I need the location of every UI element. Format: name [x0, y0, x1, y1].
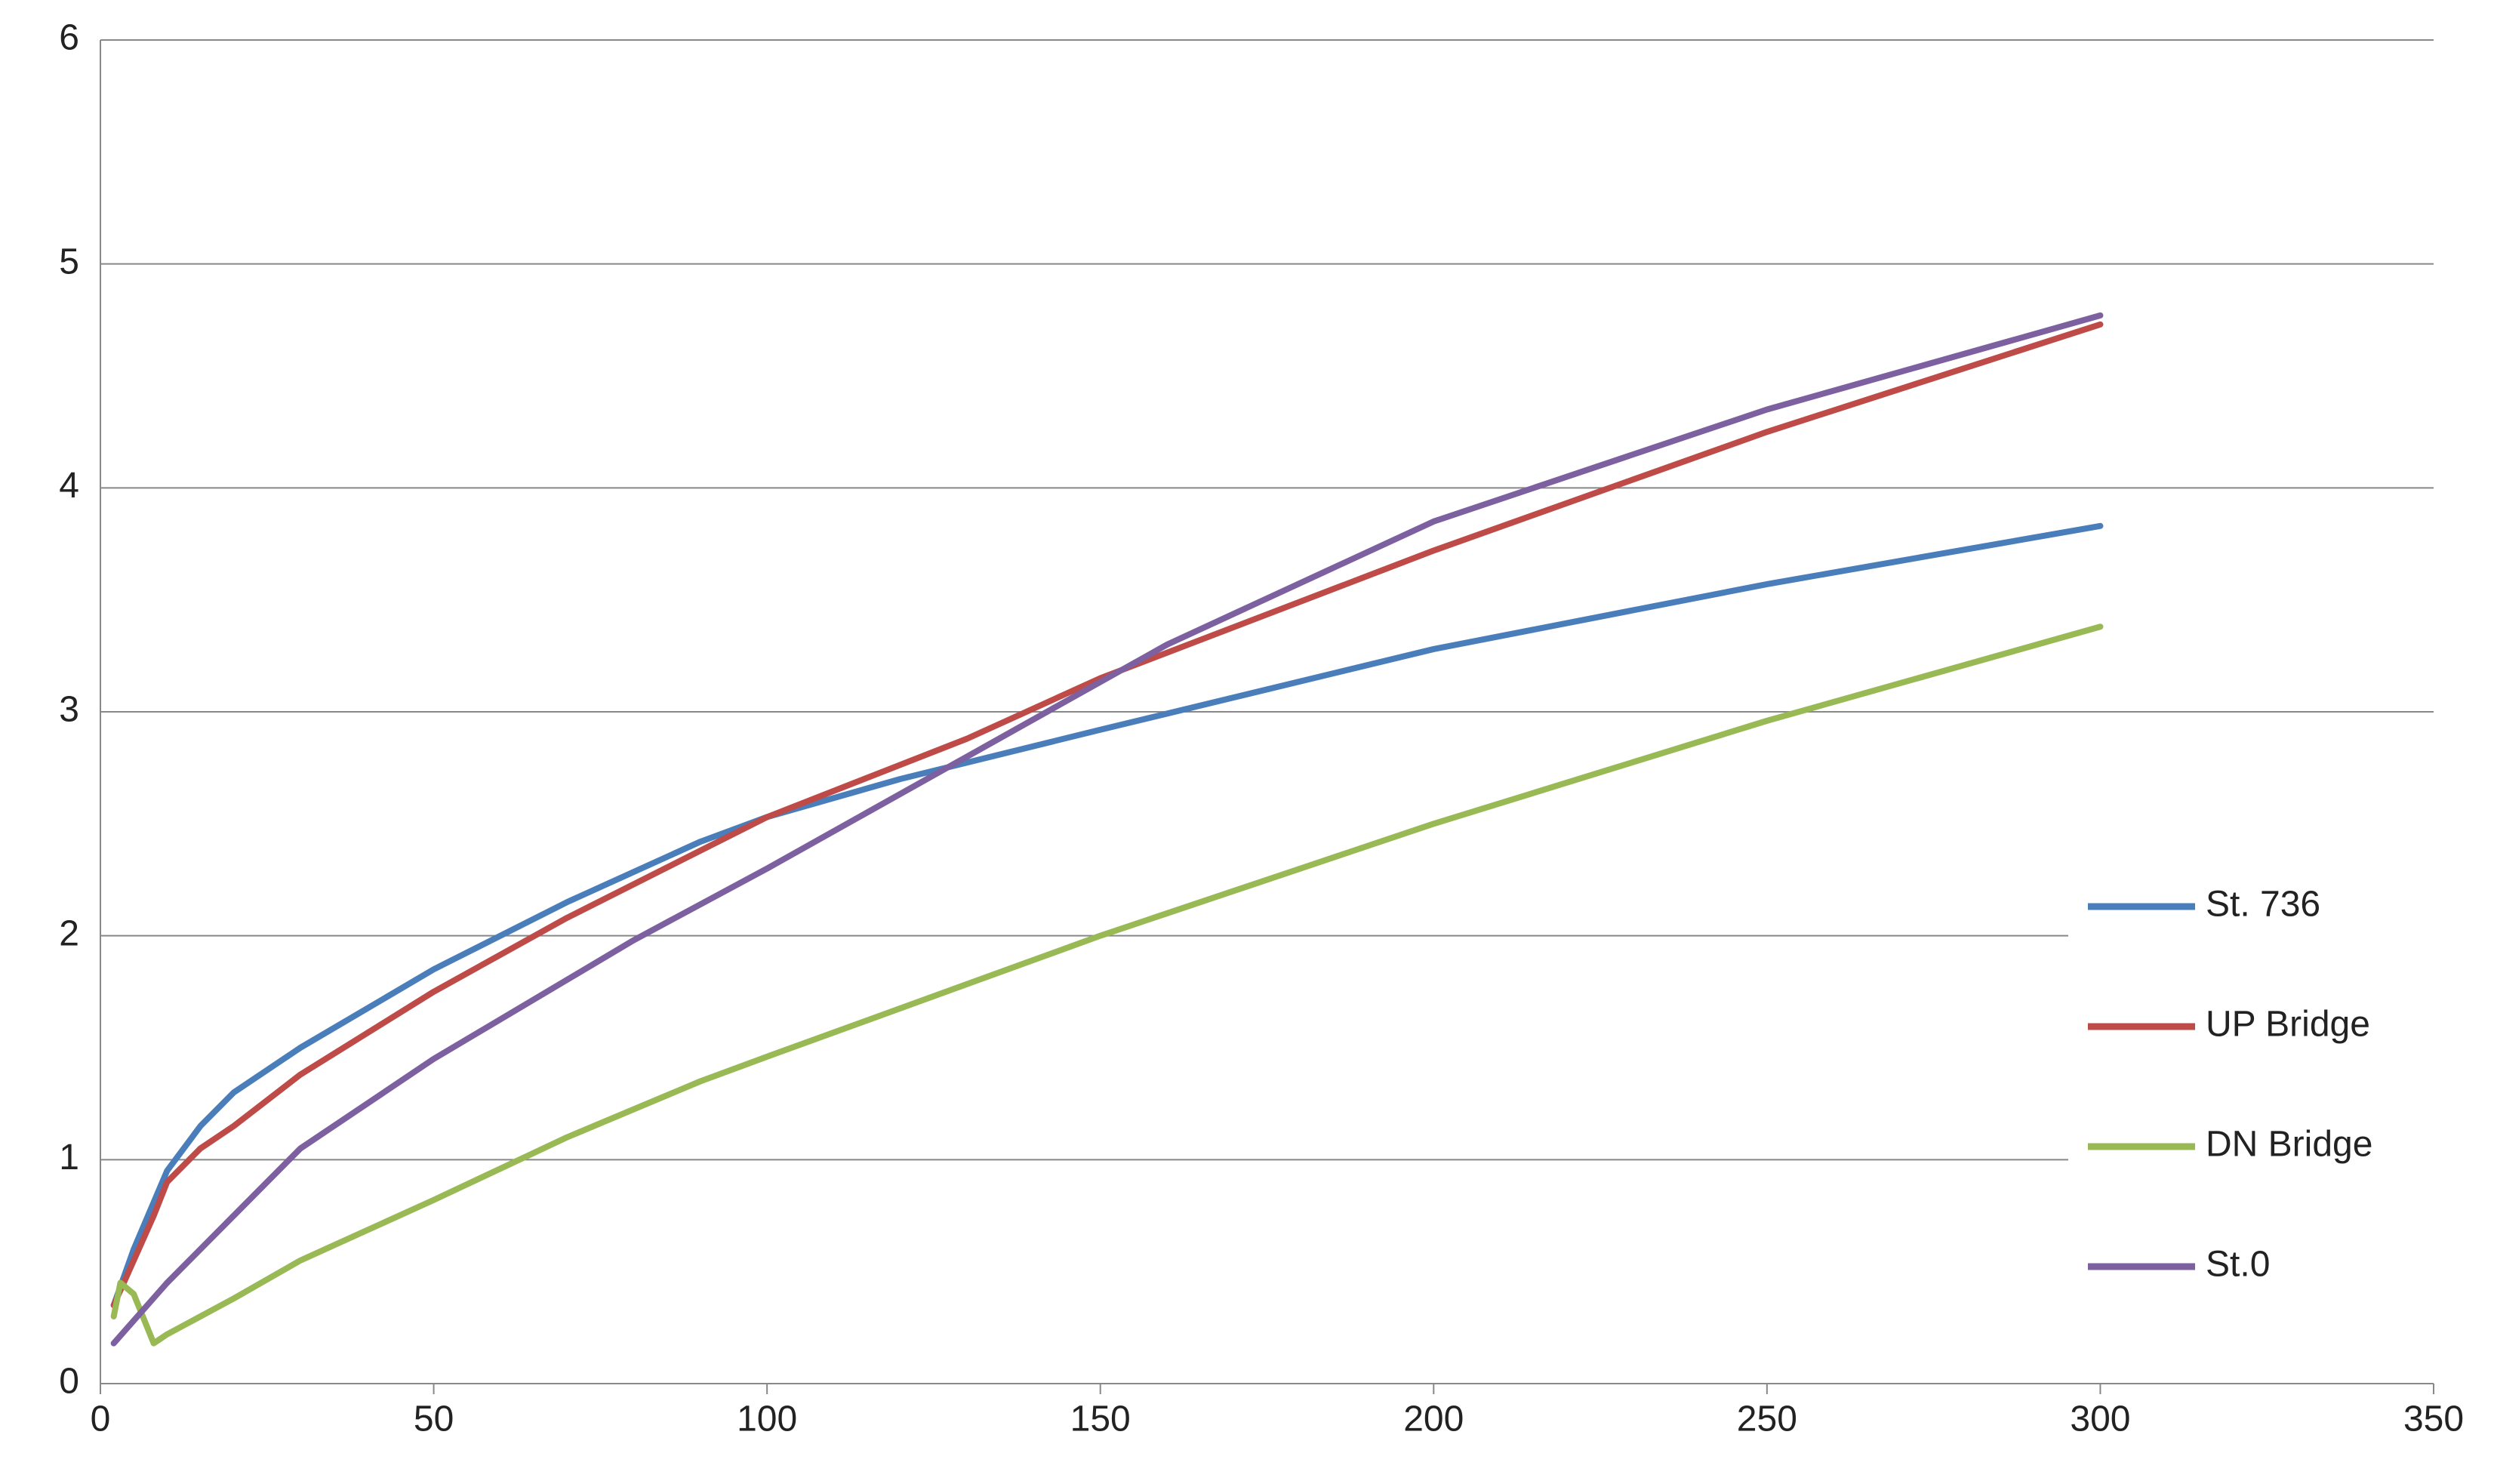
series-line	[110, 312, 2104, 1347]
x-tick-label: 200	[1403, 1399, 1464, 1439]
y-tick-label: 3	[59, 690, 79, 730]
y-tick-label: 5	[59, 242, 79, 282]
x-tick-label: 50	[414, 1399, 454, 1439]
y-tick-label: 4	[59, 466, 79, 506]
x-tick-label: 250	[1737, 1399, 1797, 1439]
y-tick-label: 0	[59, 1362, 79, 1402]
legend-background	[2068, 861, 2479, 1313]
y-tick-label: 6	[59, 18, 79, 58]
y-tick-label: 2	[59, 913, 79, 953]
y-tick-label: 1	[59, 1138, 79, 1178]
x-tick-label: 100	[737, 1399, 797, 1439]
x-tick-label: 350	[2403, 1399, 2464, 1439]
legend-label: St.0	[2206, 1245, 2270, 1285]
series-line	[110, 522, 2104, 1309]
x-tick-label: 300	[2070, 1399, 2130, 1439]
x-tick-label: 0	[91, 1399, 111, 1439]
legend-label: DN Bridge	[2206, 1125, 2372, 1165]
legend-label: St. 736	[2206, 885, 2320, 925]
series-line	[110, 321, 2104, 1309]
legend-label: UP Bridge	[2206, 1005, 2370, 1045]
x-tick-label: 150	[1070, 1399, 1131, 1439]
